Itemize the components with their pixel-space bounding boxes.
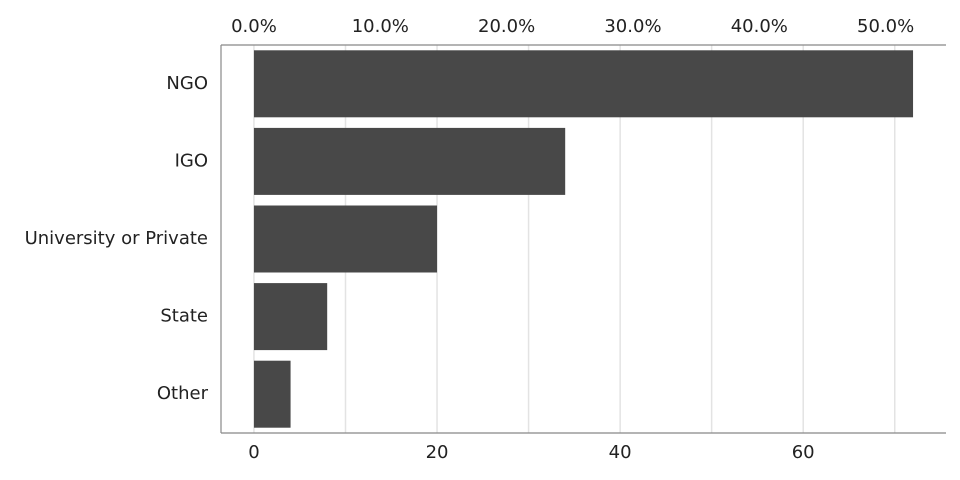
y-tick-label: NGO: [166, 73, 208, 94]
x2-tick-label: 30.0%: [604, 16, 661, 37]
x2-tick-label: 40.0%: [731, 16, 788, 37]
x-tick-label: 40: [609, 442, 632, 463]
bar: [253, 360, 291, 428]
y-tick-label: Other: [157, 383, 209, 404]
x-tick-label: 20: [426, 442, 449, 463]
y-tick-label: University or Private: [25, 228, 208, 249]
x-tick-label: 60: [792, 442, 815, 463]
bar: [253, 205, 438, 273]
x2-tick-label: 50.0%: [857, 16, 914, 37]
bar: [253, 127, 566, 195]
y-tick-label: State: [160, 306, 208, 327]
bar: [253, 50, 914, 118]
x-tick-label: 0: [248, 442, 259, 463]
x2-tick-label: 10.0%: [352, 16, 409, 37]
y-tick-label: IGO: [175, 150, 208, 171]
x2-tick-label: 20.0%: [478, 16, 535, 37]
bar: [253, 283, 328, 351]
x2-tick-label: 0.0%: [231, 16, 277, 37]
